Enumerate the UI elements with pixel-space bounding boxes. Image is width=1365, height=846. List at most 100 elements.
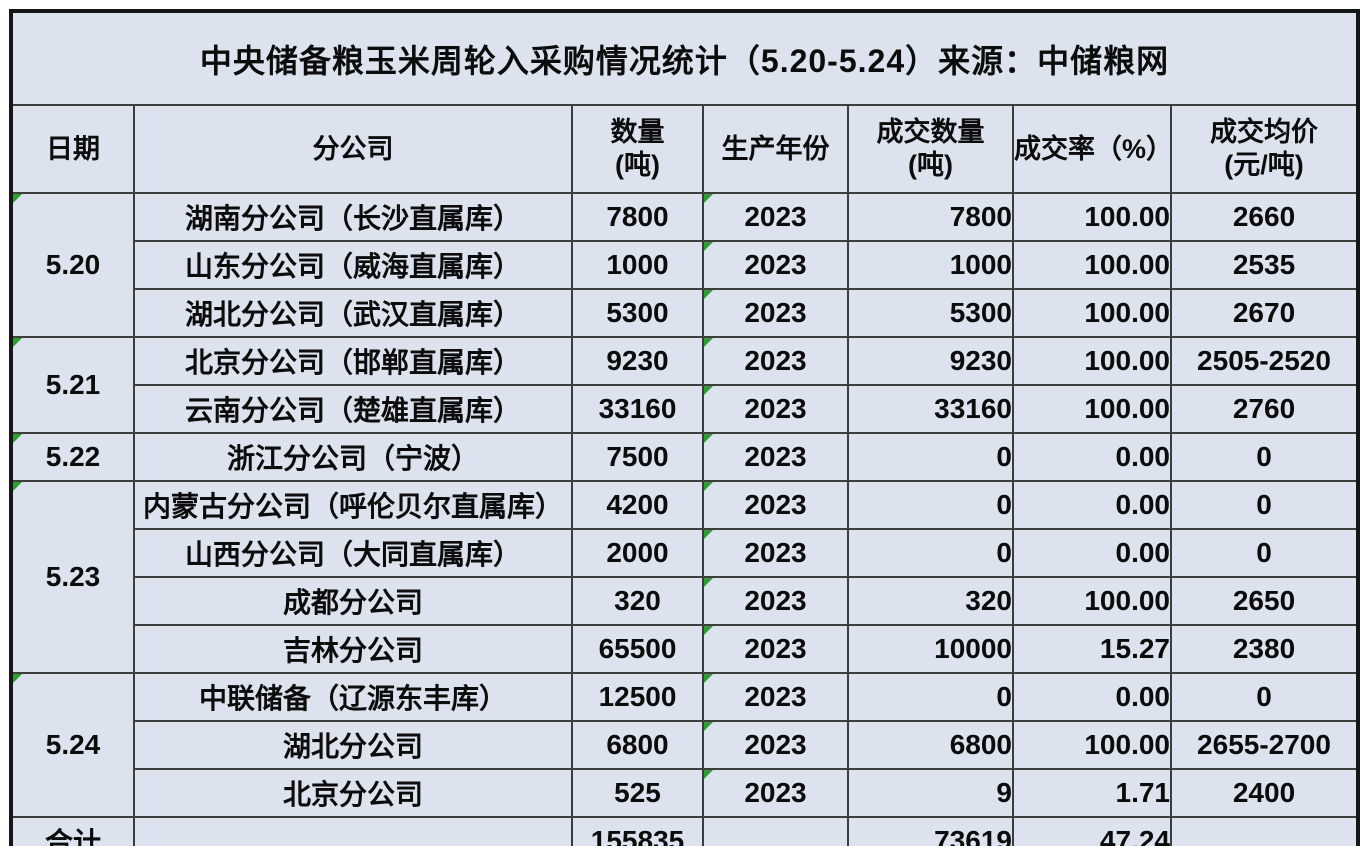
cell-deal-rate: 0.00 [1012,432,1172,482]
deal-rate-value: 100.00 [1084,393,1170,424]
column-header-quantity-label: 数量 (吨) [610,117,665,180]
cell-quantity: 525 [571,768,704,818]
column-header-deal-rate: 成交率（%） [1012,104,1172,194]
column-header-company-label: 分公司 [312,133,394,164]
date-value: 5.21 [45,369,101,400]
cell-year: 2023 [702,528,849,578]
cell-company: 中联储备（辽源东丰库） [133,672,573,722]
deal-quantity-value: 0 [996,537,1012,568]
deal-quantity-value: 0 [996,489,1012,520]
cell-deal-rate: 1.71 [1012,768,1172,818]
error-indicator-triangle [705,675,713,683]
error-indicator-triangle [705,723,713,731]
avg-price-value: 0 [1256,489,1272,520]
cell-deal-rate: 100.00 [1012,384,1172,434]
avg-price-value: 0 [1256,681,1272,712]
table-row: 湖北分公司（武汉直属库） 5300 2023 5300 100.00 2670 [11,288,1360,338]
company-value: 北京分公司（邯郸直属库） [184,347,521,378]
error-indicator-triangle [705,435,713,443]
table-row: 北京分公司 525 2023 9 1.71 2400 [11,768,1360,818]
company-value: 山西分公司（大同直属库） [184,539,521,570]
procurement-stats-table: 中央储备粮玉米周轮入采购情况统计（5.20-5.24）来源：中储粮网 日期 分公… [9,9,1361,846]
year-value: 2023 [744,585,807,616]
quantity-value: 33160 [598,393,677,424]
cell-company: 北京分公司（邯郸直属库） [133,336,573,386]
deal-quantity-value: 33160 [934,393,1012,424]
column-header-deal-quantity: 成交数量 (吨) [847,104,1014,194]
cell-quantity: 1000 [571,240,704,290]
cell-deal-quantity: 33160 [847,384,1014,434]
company-value: 吉林分公司 [282,635,423,666]
cell-quantity: 7500 [571,432,704,482]
cell-year: 2023 [702,240,849,290]
cell-deal-quantity: 6800 [847,720,1014,770]
total-quantity-value: 155835 [590,825,685,846]
quantity-value: 525 [614,777,661,808]
cell-year: 2023 [702,288,849,338]
deal-rate-value: 0.00 [1115,441,1170,472]
cell-quantity: 33160 [571,384,704,434]
avg-price-value: 2670 [1232,297,1296,328]
cell-deal-quantity: 9 [847,768,1014,818]
cell-avg-price: 0 [1169,672,1360,722]
column-header-deal-rate-label: 成交率（%） [1014,133,1171,164]
cell-year: 2023 [702,672,849,722]
deal-quantity-value: 5300 [949,297,1012,328]
table-row: 5.20 湖南分公司（长沙直属库） 7800 2023 7800 100.00 … [10,192,1360,338]
cell-quantity: 2000 [571,528,704,578]
deal-rate-value: 0.00 [1115,489,1170,520]
table-row: 湖北分公司 6800 2023 6800 100.00 2655-2700 [11,720,1360,770]
column-header-quantity: 数量 (吨) [571,104,704,194]
cell-quantity: 5300 [571,288,704,338]
avg-price-value: 2505-2520 [1197,345,1331,376]
cell-deal-rate: 100.00 [1012,576,1172,626]
table-title-row: 中央储备粮玉米周轮入采购情况统计（5.20-5.24）来源：中储粮网 [9,10,1360,106]
date-value: 5.22 [45,441,101,472]
cell-date-5-24: 5.24 [10,672,135,818]
year-value: 2023 [744,537,807,568]
cell-year: 2023 [702,720,849,770]
cell-avg-price: 2505-2520 [1169,336,1360,386]
cell-deal-rate: 15.27 [1012,624,1172,674]
cell-year: 2023 [702,768,849,818]
year-value: 2023 [744,729,807,760]
table-row: 吉林分公司 65500 2023 10000 15.27 2380 [11,624,1360,674]
cell-total-company-empty [133,816,573,846]
error-indicator-triangle [705,531,713,539]
error-indicator-triangle [13,195,22,203]
deal-rate-value: 100.00 [1084,585,1170,616]
cell-date-5-23: 5.23 [10,480,135,674]
table-header-row: 日期 分公司 数量 (吨) 生产年份 成交数量 (吨) 成交率（%） 成交均价 … [10,104,1360,194]
company-value: 湖北分公司（武汉直属库） [184,299,521,330]
company-value: 湖北分公司 [282,731,423,762]
cell-avg-price: 2655-2700 [1169,720,1360,770]
cell-company: 湖南分公司（长沙直属库） [133,192,573,242]
quantity-value: 1000 [606,249,669,280]
deal-rate-value: 100.00 [1084,729,1170,760]
year-value: 2023 [744,345,807,376]
company-value: 北京分公司 [282,779,423,810]
cell-total-year-empty [702,816,849,846]
cell-deal-rate: 100.00 [1012,240,1172,290]
quantity-value: 5300 [606,297,669,328]
table-row: 云南分公司（楚雄直属库） 33160 2023 33160 100.00 276… [11,384,1360,434]
cell-quantity: 6800 [571,720,704,770]
avg-price-value: 2760 [1232,393,1296,424]
cell-year: 2023 [702,336,849,386]
company-value: 云南分公司（楚雄直属库） [184,395,521,426]
cell-avg-price: 2400 [1169,768,1360,818]
year-value: 2023 [744,441,807,472]
table-total-row: 合计 155835 73619 47.24 [10,816,1360,846]
cell-quantity: 65500 [571,624,704,674]
cell-avg-price: 0 [1169,528,1360,578]
cell-avg-price: 2660 [1169,192,1360,242]
company-value: 中联储备（辽源东丰库） [198,683,507,714]
deal-rate-value: 100.00 [1084,249,1170,280]
quantity-value: 320 [614,585,661,616]
deal-rate-value: 0.00 [1115,681,1170,712]
error-indicator-triangle [705,243,713,251]
quantity-value: 6800 [606,729,669,760]
cell-avg-price: 2535 [1169,240,1360,290]
avg-price-value: 2655-2700 [1197,729,1331,760]
cell-quantity: 320 [571,576,704,626]
